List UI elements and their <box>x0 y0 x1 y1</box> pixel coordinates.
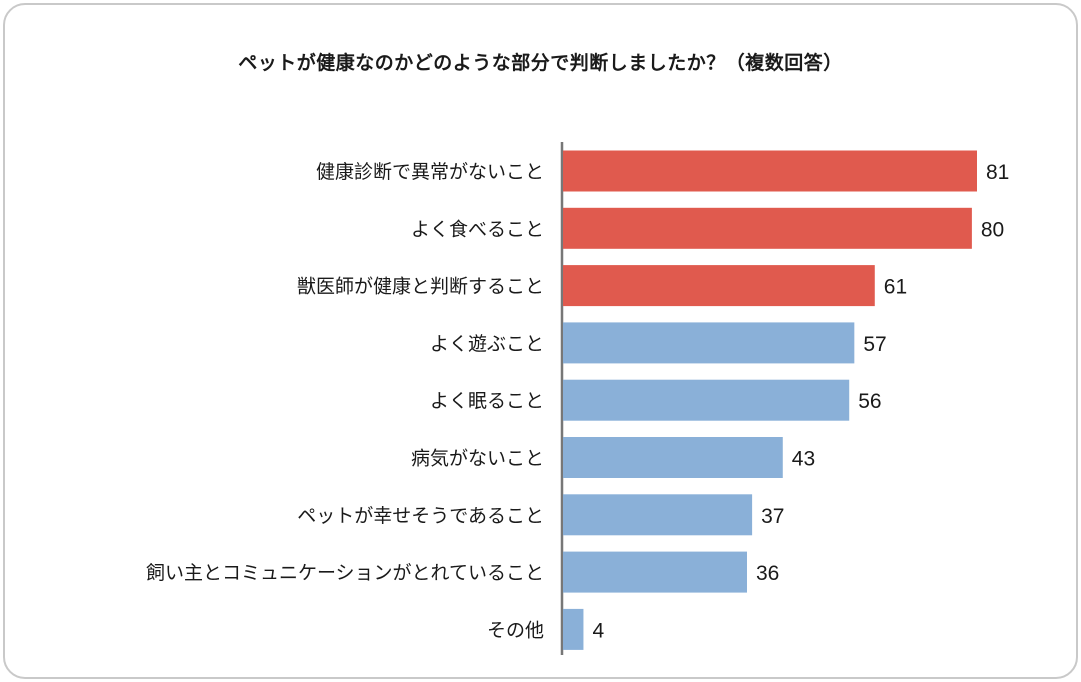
category-label-2: 獣医師が健康と判断すること <box>297 276 544 298</box>
category-label-5: 病気がないこと <box>411 448 544 470</box>
value-label-7: 36 <box>756 562 779 585</box>
category-label-3: よく遊ぶこと <box>430 333 544 355</box>
bar-3 <box>563 322 855 364</box>
value-label-3: 57 <box>863 333 886 356</box>
bar-5 <box>563 437 783 478</box>
category-label-8: その他 <box>487 619 544 641</box>
category-label-4: よく眠ること <box>430 390 544 412</box>
bar-4 <box>563 379 850 421</box>
value-label-8: 4 <box>592 619 604 642</box>
bar-6 <box>563 494 753 536</box>
category-label-1: よく食べること <box>411 218 544 240</box>
bar-0 <box>563 150 977 192</box>
bar-8 <box>563 608 584 650</box>
value-label-4: 56 <box>858 390 881 413</box>
category-label-7: 飼い主とコミュニケーションがとれていること <box>146 562 544 584</box>
category-label-6: ペットが幸せそうであること <box>297 505 544 527</box>
category-label-0: 健康診断で異常がないこと <box>316 161 544 183</box>
bar-7 <box>563 551 747 593</box>
value-label-0: 81 <box>986 161 1009 184</box>
value-label-6: 37 <box>761 505 784 528</box>
chart-title: ペットが健康なのかどのような部分で判断しましたか？（複数回答） <box>238 52 843 74</box>
chart-frame <box>3 3 1078 679</box>
bar-2 <box>563 265 875 307</box>
bar-1 <box>563 207 972 249</box>
value-label-1: 80 <box>981 218 1004 241</box>
value-label-5: 43 <box>792 448 815 471</box>
value-label-2: 61 <box>884 276 907 299</box>
